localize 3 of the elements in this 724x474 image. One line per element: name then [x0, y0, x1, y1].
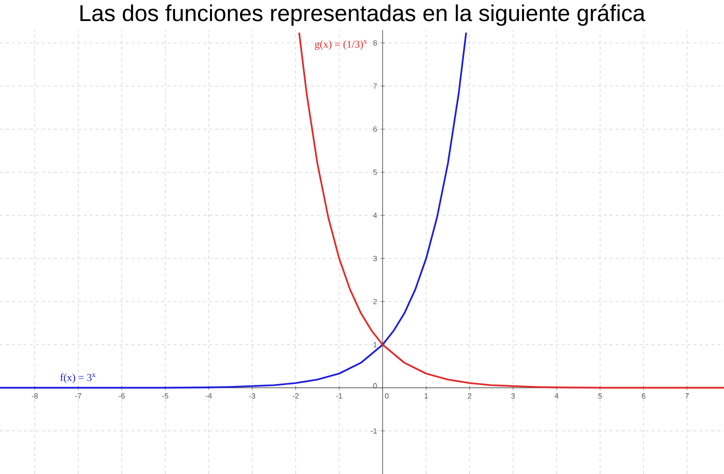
series-label: f(x) = 3$^{x}$ — [60, 374, 96, 384]
chart-title: Las dos funciones representadas en la siguiente gráfica — [80, 4, 646, 26]
series-label: g(x) = (1/3)$^{x}$ — [314, 40, 367, 50]
